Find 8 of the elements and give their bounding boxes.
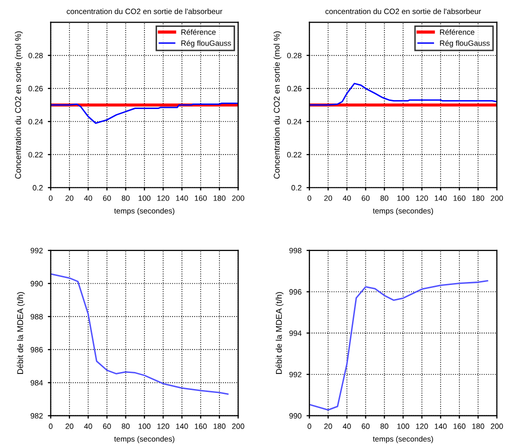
line-series	[50, 273, 229, 395]
y-axis-title: Concentration du CO2 en sortie (mol %)	[14, 31, 23, 179]
y-axis-title: Concentration du CO2 en sortie (mol %)	[274, 31, 282, 179]
line-series	[50, 102, 238, 124]
line-series	[309, 82, 497, 106]
y-axis-title: Débit de la MDEA (t/h)	[276, 292, 284, 374]
line-series	[309, 280, 488, 411]
y-axis-title: Débit de la MDEA (t/h)	[16, 292, 25, 374]
